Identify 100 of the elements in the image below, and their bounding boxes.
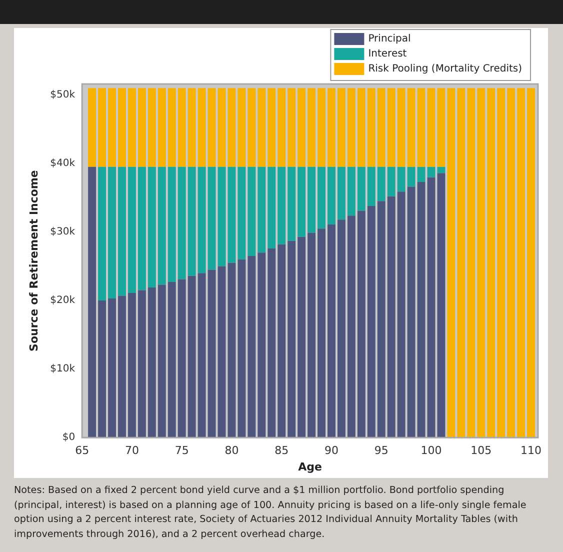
bar: [128, 166, 136, 294]
bar: [507, 88, 516, 438]
x-tick-label: 110: [520, 444, 542, 458]
y-tick-label: $20k: [50, 295, 76, 306]
bar: [218, 88, 226, 167]
bar: [198, 166, 206, 274]
x-tick-label: 85: [274, 444, 289, 458]
y-tick-label: $50k: [50, 90, 76, 101]
bar: [407, 166, 416, 187]
bar: [148, 166, 156, 288]
bar: [377, 166, 386, 202]
legend-label: Risk Pooling (Mortality Credits): [368, 64, 522, 75]
bar: [337, 166, 346, 220]
bar: [238, 259, 246, 438]
bar: [308, 166, 316, 233]
bar: [178, 279, 186, 438]
text: Notes: Based on a fixed 2 percent bond yield curve and a $1 million portfolio. Bond portfolio spending (principal, interest) is based on a planning age of 100. Annuity pricing is based on a life-only single female option using a 2 percent interest rate, Society of Actuaries 2012 Individual Annuity Mortality Tables (with improvements through 2016), and a 2 percent overhead charge.: [14, 484, 528, 542]
bar: [367, 88, 376, 167]
bar: [497, 88, 506, 438]
bar: [108, 88, 116, 167]
bar: [238, 88, 246, 167]
bar: [417, 182, 426, 438]
y-tick-label: $0: [62, 432, 76, 444]
bar: [387, 166, 396, 196]
bar: [397, 166, 406, 192]
bar: [118, 296, 126, 438]
bar: [278, 244, 286, 438]
bar: [407, 88, 416, 167]
bar: [357, 166, 366, 211]
bar: [367, 166, 376, 206]
bar: [268, 88, 276, 167]
bar: [228, 88, 236, 167]
bar: [347, 166, 356, 216]
bar: [248, 256, 256, 438]
bar: [188, 276, 196, 438]
bar: [148, 88, 156, 167]
bar: [417, 166, 426, 182]
bar: [148, 288, 156, 438]
bar: [218, 166, 226, 266]
x-tick-label: 65: [75, 444, 90, 458]
bar: [248, 166, 256, 256]
bar: [178, 88, 186, 167]
bar: [288, 88, 296, 167]
x-tick-label: 100: [420, 444, 442, 458]
bar: [318, 228, 326, 438]
bar: [188, 166, 196, 276]
bar: [108, 298, 116, 438]
bar: [437, 166, 446, 174]
x-tick-label: 105: [470, 444, 492, 458]
bar: [208, 88, 216, 167]
bar: [298, 88, 306, 167]
bar: [188, 88, 196, 167]
bar: [268, 248, 276, 438]
bar: [218, 266, 226, 438]
bar: [407, 186, 416, 438]
bar: [387, 196, 396, 438]
bar: [198, 273, 206, 438]
legend-label: Principal: [368, 34, 411, 45]
bar: [138, 290, 146, 438]
bar: [258, 252, 266, 438]
bar: [487, 88, 496, 438]
bar: [98, 88, 106, 167]
bar: [397, 192, 406, 438]
bar: [318, 88, 326, 167]
bar: [228, 262, 236, 438]
bar: [208, 166, 216, 270]
bar: [128, 88, 136, 167]
bar: [208, 270, 216, 438]
bar: [437, 88, 446, 167]
x-tick-label: 90: [324, 444, 338, 458]
bar: [138, 166, 146, 290]
x-tick-label: 80: [224, 444, 239, 458]
bar: [447, 88, 456, 438]
bar: [128, 293, 136, 438]
bar: [527, 88, 536, 438]
bar: [427, 177, 436, 438]
y-tick-label: $30k: [50, 226, 76, 238]
bar: [238, 166, 246, 260]
bar: [347, 216, 356, 438]
bar: [248, 88, 256, 167]
bar: [417, 88, 426, 167]
bar: [357, 210, 366, 438]
bar: [337, 88, 346, 167]
bar: [258, 88, 266, 167]
bar: [138, 88, 146, 167]
bar: [98, 166, 106, 301]
bar: [377, 88, 386, 167]
bar: [298, 166, 306, 237]
bar: [517, 88, 526, 438]
y-tick-label: $40k: [50, 158, 76, 170]
bar: [397, 88, 406, 167]
bar: [427, 88, 436, 167]
bar: [198, 88, 206, 167]
x-tick-label: 95: [374, 444, 388, 458]
bar: [278, 88, 286, 167]
bar: [168, 166, 176, 282]
bar: [178, 166, 186, 280]
x-tick-label: 70: [124, 444, 139, 458]
bar: [158, 166, 166, 285]
y-axis-title: Source of Retirement Income: [27, 170, 40, 352]
